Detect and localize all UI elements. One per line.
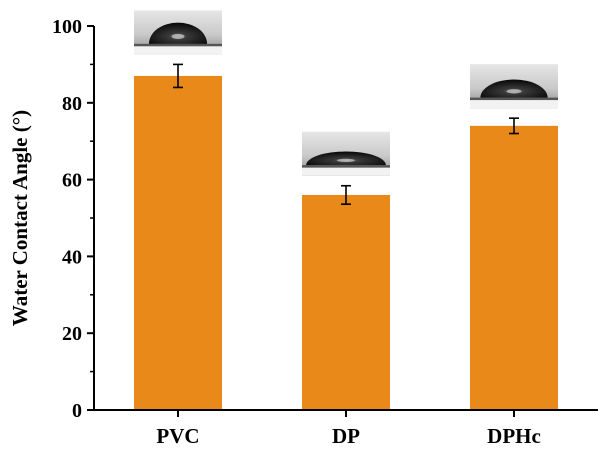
droplet-highlight [506, 89, 522, 94]
bars-group [134, 75, 558, 411]
inset-images-group [134, 10, 558, 176]
error-bars-group [173, 63, 519, 205]
bar-pvc [134, 75, 222, 411]
droplet-shape [148, 22, 208, 44]
y-ticks-group: 0 20 40 60 80 100 [52, 16, 94, 422]
y-tick-label: 0 [72, 400, 82, 422]
bar-dp [302, 194, 390, 410]
y-axis-label: Water Contact Angle (°) [8, 110, 32, 326]
y-tick-label: 20 [62, 323, 82, 345]
x-tick-label: DP [332, 424, 360, 448]
y-tick-label: 60 [62, 170, 82, 192]
droplet-shape [306, 151, 386, 166]
y-tick-label: 80 [62, 93, 82, 115]
water-droplet-photo [470, 64, 558, 109]
x-tick-label: DPHc [487, 424, 541, 448]
droplet-shape [480, 79, 548, 98]
y-tick-label: 40 [62, 246, 82, 268]
water-droplet-photo [302, 131, 390, 176]
y-tick-label: 100 [52, 16, 82, 38]
x-ticks-group: PVC DP DPHc [156, 410, 541, 448]
droplet-highlight [337, 158, 355, 163]
x-tick-label: PVC [156, 424, 199, 448]
droplet-highlight [171, 33, 185, 39]
water-droplet-photo [134, 10, 222, 55]
bar-dphc [470, 125, 558, 410]
